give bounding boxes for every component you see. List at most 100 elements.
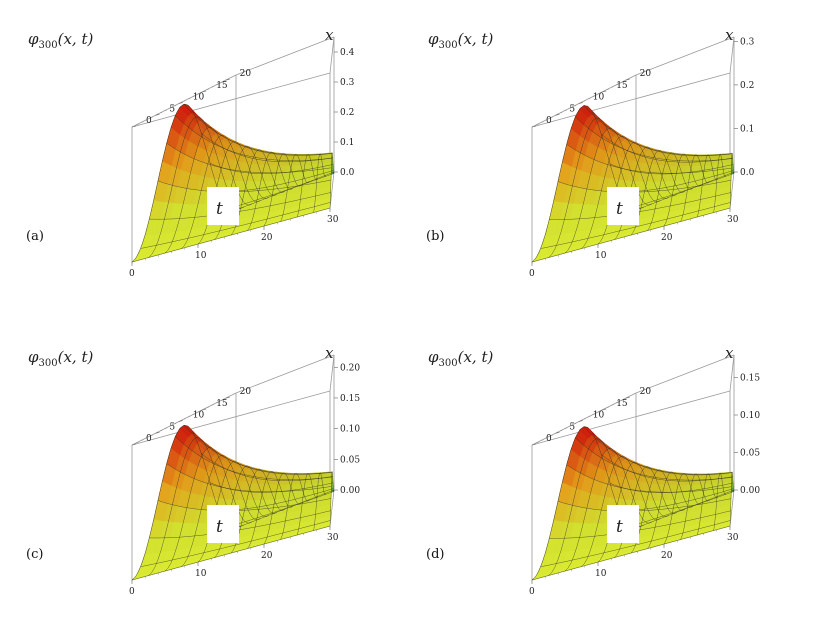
x-axis-label: x <box>325 344 334 362</box>
x-minor-tick <box>131 126 135 128</box>
t-axis-label: t <box>216 199 223 219</box>
box-edge <box>131 72 331 128</box>
box-edge <box>531 390 731 446</box>
x-minor-tick <box>141 439 144 441</box>
x-minor-tick <box>616 84 619 86</box>
x-minor-tick <box>220 399 223 401</box>
surface <box>131 424 335 581</box>
x-minor-tick <box>197 411 200 413</box>
t-tick-label: 20 <box>261 233 273 243</box>
x-minor-tick <box>197 93 200 95</box>
t-tick-label: 20 <box>661 233 673 243</box>
x-minor-tick <box>211 86 214 88</box>
x-minor-tick <box>174 423 177 425</box>
mesh-line <box>630 150 686 236</box>
t-tick-label: 0 <box>529 587 535 597</box>
z-tick-label: 0.0 <box>340 168 355 178</box>
x-minor-tick <box>206 406 209 408</box>
x-minor-tick <box>625 79 628 81</box>
surface-patch <box>670 474 682 481</box>
t-tick-label: 30 <box>327 215 339 225</box>
x-minor-tick <box>545 437 549 439</box>
x-minor-tick <box>555 114 558 116</box>
t-axis-label: t <box>616 517 623 537</box>
x-minor-tick <box>155 432 158 434</box>
mesh-line <box>729 152 735 209</box>
x-minor-tick <box>160 112 163 114</box>
x-minor-tick <box>574 423 577 425</box>
panel-b: 0 5 10 15 20 0 10 20 30 0.0 0.1 0.2 0.3 x t φ300(x, t) (… <box>426 26 755 279</box>
x-minor-tick <box>131 444 135 446</box>
z-tick-label: 0.10 <box>340 425 360 435</box>
z-tick-label: 0.15 <box>340 394 360 404</box>
mesh-line <box>247 471 294 549</box>
x-minor-tick <box>597 93 600 95</box>
z-tick-label: 0.0 <box>740 168 755 178</box>
x-minor-tick <box>564 427 567 429</box>
t-tick-label: 10 <box>595 251 607 261</box>
x-minor-tick <box>164 427 167 429</box>
x-minor-tick <box>555 432 558 434</box>
surface-patch <box>668 159 680 167</box>
mesh-line <box>313 472 327 531</box>
x-minor-tick <box>192 95 195 97</box>
x-minor-tick <box>174 105 177 107</box>
x-minor-tick <box>578 420 581 422</box>
x-minor-tick <box>225 397 228 399</box>
x-tick-label: 20 <box>240 69 252 79</box>
x-minor-tick <box>169 107 172 109</box>
x-minor-tick <box>202 91 205 93</box>
mesh-line <box>280 154 310 222</box>
z-tick-label: 0.10 <box>740 411 760 421</box>
x-minor-tick <box>569 425 572 427</box>
x-minor-tick <box>155 114 158 116</box>
x-minor-tick <box>606 406 609 408</box>
z-axis-label: φ300(x, t) <box>428 30 493 51</box>
x-minor-tick <box>150 434 153 436</box>
box-edge <box>329 489 335 527</box>
mesh-line <box>181 135 261 249</box>
x-tick-label: 5 <box>169 422 175 432</box>
x-minor-tick <box>545 119 549 121</box>
z-tick-label: 0.3 <box>340 78 355 88</box>
mesh-line <box>581 456 661 567</box>
mesh-line <box>280 473 310 540</box>
x-minor-tick <box>136 441 139 443</box>
mesh-line <box>230 149 286 236</box>
box-edge <box>235 36 335 76</box>
surface-patch <box>265 172 277 182</box>
x-minor-tick <box>183 100 186 102</box>
x-minor-tick <box>169 425 172 427</box>
x-minor-tick <box>188 98 191 100</box>
x-minor-tick <box>202 409 205 411</box>
mesh-line <box>680 154 710 222</box>
surface-patch <box>668 479 680 486</box>
x-minor-tick <box>188 416 191 418</box>
x-minor-tick <box>225 79 228 81</box>
x-minor-tick <box>560 430 563 432</box>
x-minor-tick <box>602 409 605 411</box>
x-minor-tick <box>592 95 595 97</box>
t-tick-label: 10 <box>195 569 207 579</box>
t-axis-label: t <box>216 517 223 537</box>
z-tick-label: 0.05 <box>340 455 360 465</box>
z-tick-label: 0.20 <box>340 363 360 373</box>
surface <box>531 426 735 581</box>
x-tick-label: 5 <box>569 422 575 432</box>
mesh-line <box>696 154 718 218</box>
x-tick-label: 10 <box>193 411 205 421</box>
mesh-line <box>680 473 710 540</box>
z-tick-label: 0.1 <box>340 138 354 148</box>
z-tick-label: 0.00 <box>340 486 360 496</box>
t-tick-label: 30 <box>327 533 339 543</box>
mesh-line <box>263 472 302 545</box>
box-edge <box>329 36 335 74</box>
x-minor-tick <box>620 399 623 401</box>
x-tick-label: 0 <box>546 434 552 444</box>
x-tick-label: 0 <box>146 116 152 126</box>
x-minor-tick <box>136 123 139 125</box>
x-minor-tick <box>183 418 186 420</box>
surface-patch <box>267 165 279 174</box>
x-tick-label: 15 <box>216 81 228 91</box>
